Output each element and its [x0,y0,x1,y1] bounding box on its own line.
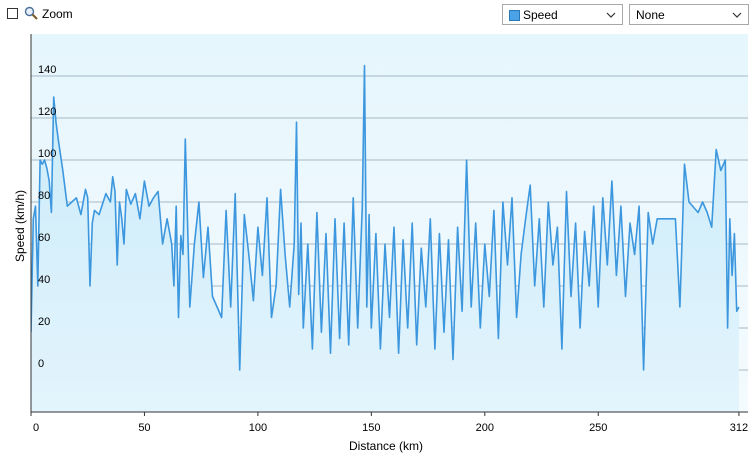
compare-select[interactable]: None [629,4,749,25]
series-select-value: Speed [523,8,558,22]
zoom-label: Zoom [42,7,73,21]
chart-toolbar: Zoom Speed None [0,0,756,30]
y-tick-labels: 0 20 40 60 80 100 120 140 [38,64,56,370]
magnifier-icon [24,6,38,20]
y-tick-label: 100 [38,148,56,160]
speed-line [31,64,740,371]
x-tick-label: 0 [33,422,39,434]
x-tick-label: 50 [138,422,150,434]
zoom-checkbox[interactable] [7,8,18,19]
x-tick-label: 250 [589,422,607,434]
x-tick-label: 100 [249,422,267,434]
x-tick-labels: 0 50 100 150 200 250 312 [30,412,748,434]
y-tick-label: 60 [38,232,50,244]
series-color-swatch [509,10,520,21]
speed-area [31,65,739,412]
compare-select-value: None [636,8,665,22]
y-tick-label: 40 [38,274,50,286]
series-select[interactable]: Speed [502,4,623,25]
chevron-down-icon [606,12,616,18]
y-tick-label: 120 [38,106,56,118]
y-tick-label: 20 [38,316,50,328]
x-axis-title: Distance (km) [349,439,423,453]
y-tick-label: 80 [38,190,50,202]
y-tick-label: 0 [38,358,44,370]
y-axis-title: Speed (km/h) [13,190,27,262]
x-tick-label: 312 [730,422,748,434]
x-tick-label: 200 [476,422,494,434]
series-layer [31,64,740,412]
chevron-down-icon [732,12,742,18]
x-tick-label: 150 [362,422,380,434]
y-tick-label: 140 [38,64,56,76]
